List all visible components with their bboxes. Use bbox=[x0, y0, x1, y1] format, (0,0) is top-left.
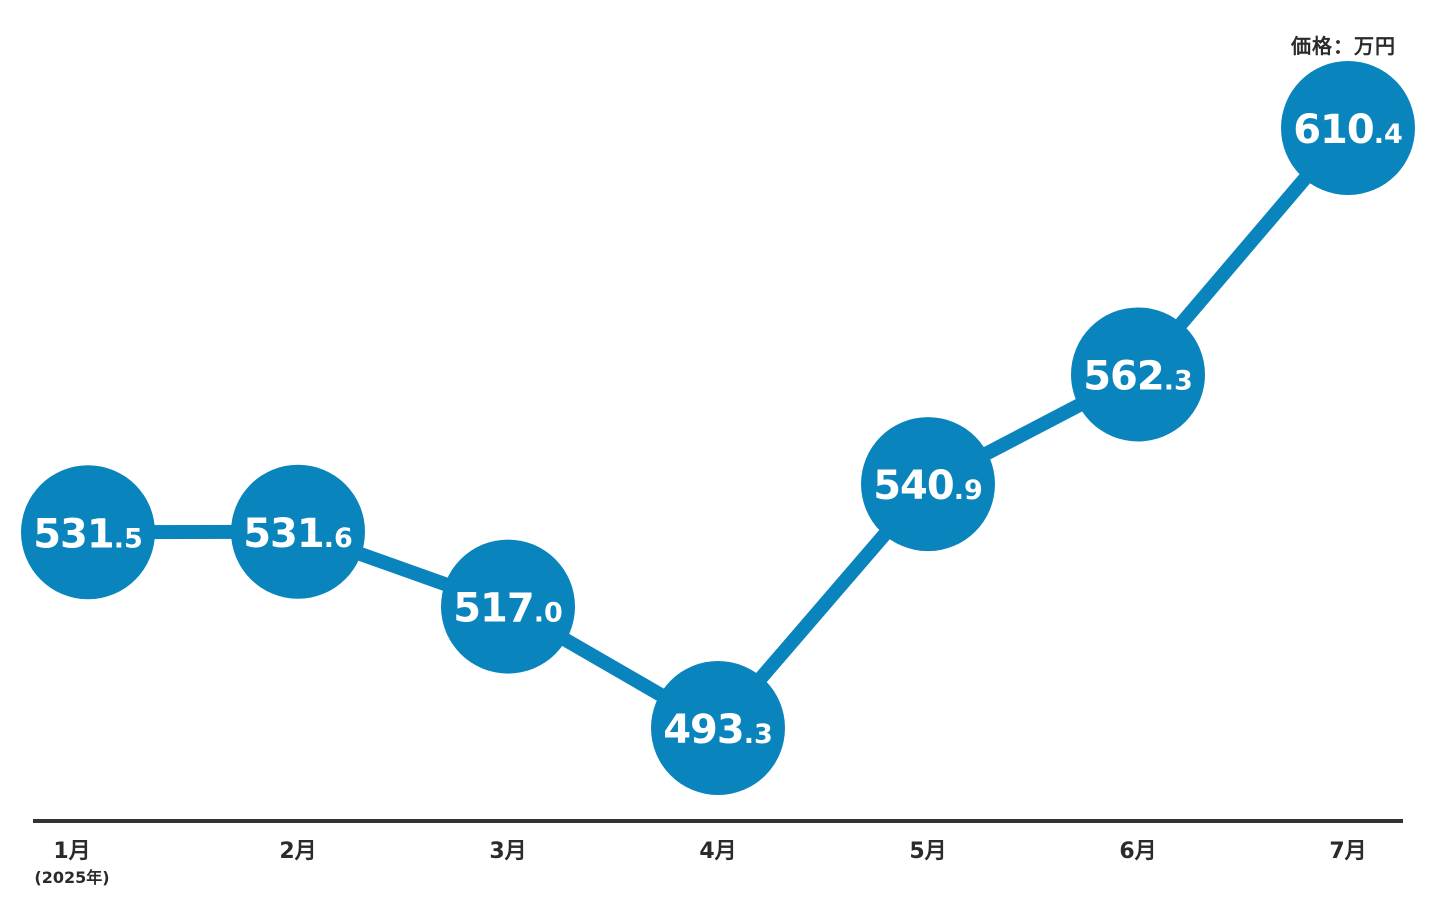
x-tick-label: 3月 bbox=[489, 839, 526, 864]
x-tick-label: 6月 bbox=[1119, 839, 1156, 864]
data-label: 493.3 bbox=[663, 707, 773, 753]
unit-label: 価格：万円 bbox=[1291, 34, 1396, 58]
data-point-marker bbox=[1281, 61, 1415, 195]
data-point-marker bbox=[441, 539, 575, 674]
x-tick-label: 1月 bbox=[53, 839, 90, 864]
x-tick-label: 5月 bbox=[909, 839, 946, 864]
x-tick-label: 7月 bbox=[1329, 839, 1366, 864]
data-point-marker bbox=[21, 465, 155, 600]
data-label: 562.3 bbox=[1083, 353, 1193, 399]
data-label: 517.0 bbox=[453, 586, 563, 632]
data-point-marker bbox=[1071, 307, 1205, 442]
data-label: 540.9 bbox=[873, 463, 983, 509]
x-tick-label: 2月 bbox=[279, 839, 316, 864]
data-label: 610.4 bbox=[1293, 107, 1403, 153]
data-point-marker bbox=[861, 417, 995, 552]
x-sublabel-year: (2025年) bbox=[34, 868, 110, 887]
data-point-marker bbox=[231, 464, 365, 599]
data-label: 531.5 bbox=[33, 511, 143, 557]
x-tick-label: 4月 bbox=[699, 839, 736, 864]
data-point-marker bbox=[651, 661, 785, 795]
data-label: 531.6 bbox=[243, 511, 353, 557]
